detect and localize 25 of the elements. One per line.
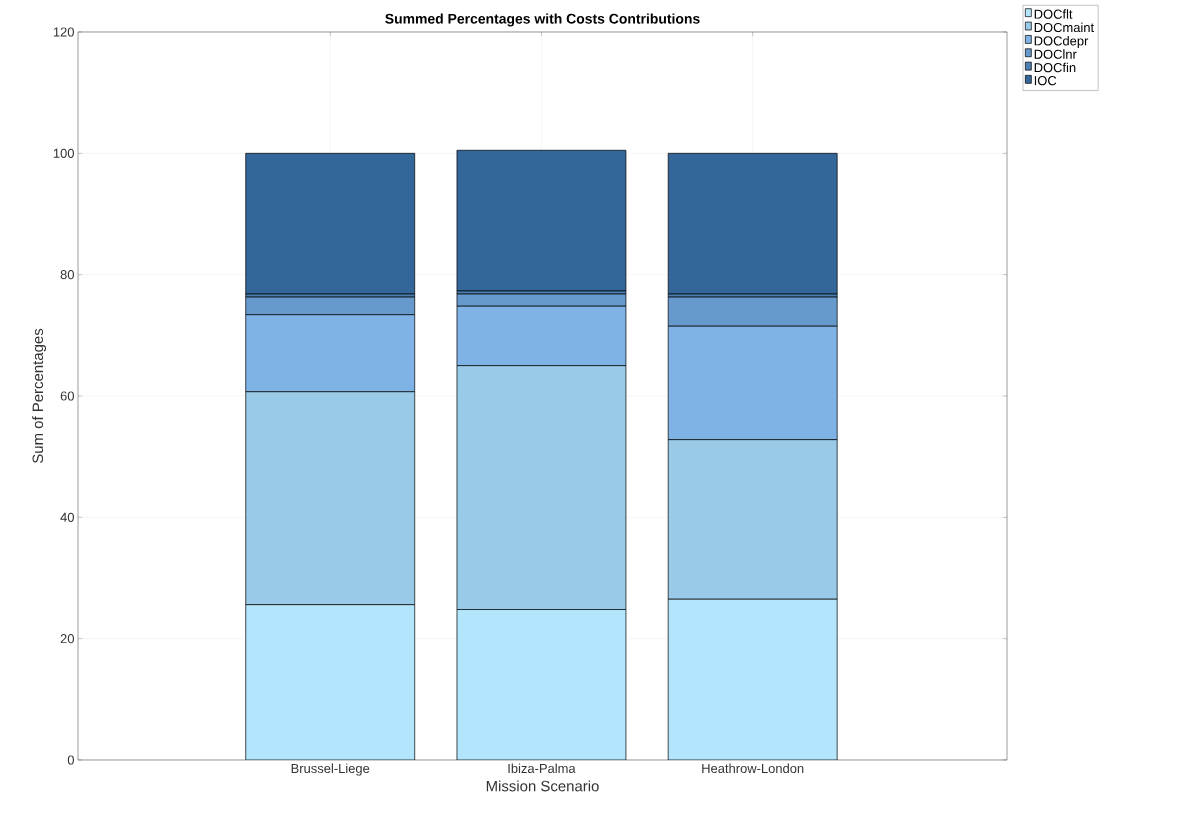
bar (456, 149, 627, 292)
y-tick-label: 100 (53, 148, 74, 158)
legend-label: DOCfin (1034, 62, 1076, 73)
bar (245, 152, 416, 295)
x-tick-label: Ibiza-Palma (508, 763, 576, 774)
x-tick-label: Brussel-Liege (291, 763, 370, 776)
legend-label: DOClnr (1034, 49, 1077, 59)
x-tick-label: Heathrow-London (702, 763, 804, 774)
bar (667, 152, 838, 295)
y-tick-label: 120 (53, 27, 74, 37)
y-axis-title: Sum of Percentages (32, 328, 47, 464)
y-tick-label: 0 (67, 755, 74, 765)
chart-title: Summed Percentages with Costs Contributions (385, 13, 700, 27)
y-tick-label: 60 (60, 391, 74, 401)
legend-label: DOCmaint (1034, 22, 1095, 33)
y-tick-label: 20 (60, 634, 74, 644)
legend-label: DOCdepr (1034, 35, 1089, 49)
x-axis-title: Mission Scenario (486, 780, 599, 792)
y-tick-label: 40 (60, 512, 74, 522)
legend-label: IOC (1034, 76, 1057, 86)
bar (456, 609, 626, 760)
y-tick-label: 80 (60, 270, 74, 280)
bar (245, 604, 416, 760)
legend-label: DOCflt (1034, 9, 1073, 19)
bar (667, 598, 838, 760)
